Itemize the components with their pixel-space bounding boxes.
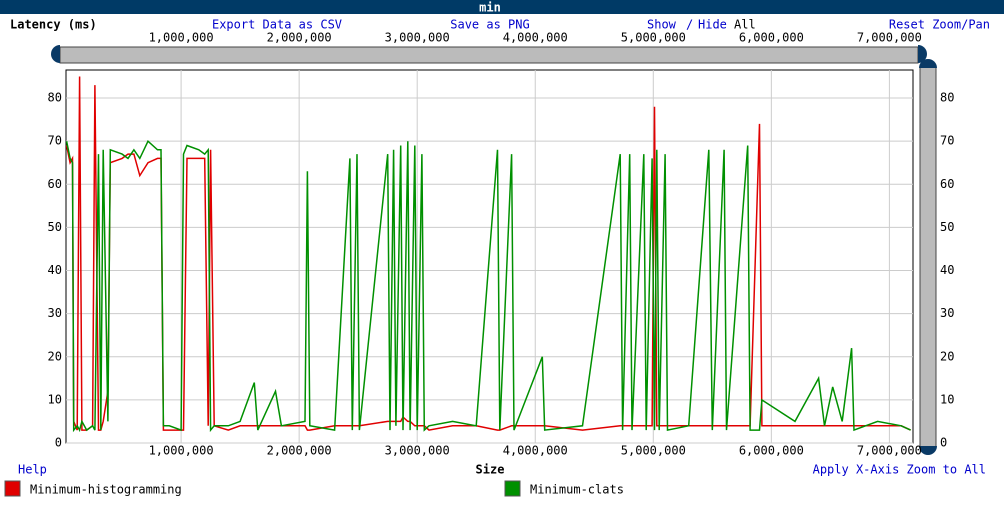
y-slider-handle[interactable]	[919, 59, 937, 68]
y2-tick-label: 10	[940, 392, 954, 406]
x-slider-handle[interactable]	[918, 45, 927, 63]
x-tick-label: 1,000,000	[149, 444, 214, 458]
export-link[interactable]: Export Data as CSV	[212, 18, 342, 32]
apply-link[interactable]: Apply X-Axis Zoom to All	[813, 463, 986, 477]
top-x-tick-label: 3,000,000	[385, 31, 450, 45]
y-tick-label: 10	[48, 392, 62, 406]
hide-link[interactable]: Hide	[698, 18, 727, 32]
legend-swatch[interactable]	[4, 480, 21, 497]
y-tick-label: 80	[48, 91, 62, 105]
legend-label[interactable]: Minimum-histogramming	[30, 483, 182, 497]
separator: /	[686, 18, 693, 32]
y2-tick-label: 60	[940, 177, 954, 191]
chart-title: min	[479, 1, 501, 15]
y-tick-label: 50	[48, 220, 62, 234]
top-x-tick-label: 1,000,000	[149, 31, 214, 45]
x-tick-label: 6,000,000	[739, 444, 804, 458]
y2-tick-label: 80	[940, 91, 954, 105]
x-tick-label: 5,000,000	[621, 444, 686, 458]
save-link[interactable]: Save as PNG	[450, 18, 529, 32]
x-slider[interactable]	[59, 46, 919, 64]
legend-swatch[interactable]	[504, 480, 521, 497]
y-slider[interactable]	[919, 65, 937, 449]
y-tick-label: 40	[48, 263, 62, 277]
x-tick-label: 4,000,000	[503, 444, 568, 458]
title-bar	[0, 0, 1004, 14]
top-x-tick-label: 6,000,000	[739, 31, 804, 45]
x-axis-title: Size	[476, 463, 505, 477]
y-tick-label: 20	[48, 349, 62, 363]
y2-tick-label: 0	[940, 436, 947, 450]
y2-tick-label: 20	[940, 349, 954, 363]
y-tick-label: 30	[48, 306, 62, 320]
top-x-tick-label: 5,000,000	[621, 31, 686, 45]
reset-link[interactable]: Reset Zoom/Pan	[889, 18, 990, 32]
x-tick-label: 7,000,000	[857, 444, 922, 458]
x-tick-label: 2,000,000	[267, 444, 332, 458]
legend-label[interactable]: Minimum-clats	[530, 483, 624, 497]
y-tick-label: 0	[55, 436, 62, 450]
y2-tick-label: 70	[940, 134, 954, 148]
y-axis-title: Latency (ms)	[10, 18, 97, 32]
top-x-tick-label: 2,000,000	[267, 31, 332, 45]
series-line	[65, 139, 911, 433]
y-tick-label: 60	[48, 177, 62, 191]
help-link[interactable]: Help	[18, 463, 47, 477]
top-x-tick-label: 7,000,000	[857, 31, 922, 45]
y2-tick-label: 40	[940, 263, 954, 277]
y2-tick-label: 30	[940, 306, 954, 320]
x-tick-label: 3,000,000	[385, 444, 450, 458]
y-slider-handle[interactable]	[919, 446, 937, 455]
show-link[interactable]: Show	[647, 18, 677, 32]
all-label[interactable]: All	[734, 18, 756, 32]
x-slider-handle[interactable]	[51, 45, 60, 63]
y2-tick-label: 50	[940, 220, 954, 234]
y-tick-label: 70	[48, 134, 62, 148]
top-x-tick-label: 4,000,000	[503, 31, 568, 45]
